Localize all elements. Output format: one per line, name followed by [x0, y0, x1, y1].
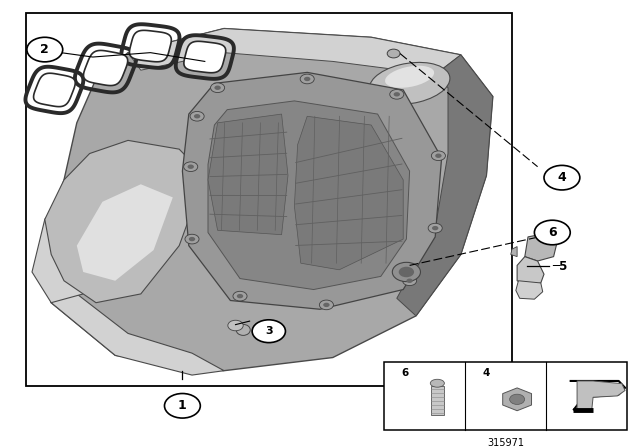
Circle shape	[509, 394, 525, 405]
Circle shape	[237, 294, 243, 298]
Bar	[431, 386, 444, 415]
Circle shape	[323, 303, 330, 307]
Ellipse shape	[236, 324, 250, 336]
Polygon shape	[45, 140, 205, 303]
Circle shape	[164, 393, 200, 418]
Polygon shape	[184, 41, 226, 73]
Polygon shape	[32, 180, 102, 303]
Circle shape	[544, 165, 580, 190]
Circle shape	[403, 276, 417, 285]
Text: ─5: ─5	[552, 260, 567, 273]
Circle shape	[252, 320, 285, 343]
Polygon shape	[45, 29, 493, 370]
Circle shape	[304, 77, 310, 81]
Circle shape	[319, 300, 333, 310]
Polygon shape	[517, 257, 544, 286]
Polygon shape	[182, 73, 442, 309]
Circle shape	[394, 92, 400, 96]
Circle shape	[428, 223, 442, 233]
Circle shape	[399, 267, 414, 277]
Polygon shape	[294, 116, 403, 270]
Text: 6: 6	[548, 226, 557, 239]
Circle shape	[211, 83, 225, 93]
Text: 315971: 315971	[487, 438, 524, 448]
Circle shape	[184, 162, 198, 172]
Circle shape	[190, 112, 204, 121]
Polygon shape	[208, 101, 410, 289]
Text: 1: 1	[178, 399, 187, 412]
Polygon shape	[45, 246, 224, 375]
Circle shape	[431, 151, 445, 160]
Circle shape	[406, 279, 413, 283]
Polygon shape	[525, 233, 557, 261]
Circle shape	[534, 220, 570, 245]
Circle shape	[432, 226, 438, 230]
Polygon shape	[128, 29, 461, 74]
Polygon shape	[511, 246, 517, 257]
Ellipse shape	[430, 379, 444, 387]
Circle shape	[228, 320, 243, 331]
Circle shape	[233, 291, 247, 301]
Polygon shape	[516, 281, 543, 299]
Polygon shape	[577, 381, 625, 409]
Bar	[26, 13, 512, 386]
Circle shape	[27, 37, 63, 62]
Ellipse shape	[369, 62, 450, 104]
Circle shape	[214, 86, 221, 90]
Polygon shape	[77, 184, 173, 281]
Polygon shape	[397, 55, 493, 316]
Circle shape	[390, 90, 404, 99]
Circle shape	[387, 49, 400, 58]
Text: 2: 2	[40, 43, 49, 56]
Polygon shape	[502, 388, 532, 411]
Text: 4: 4	[483, 368, 490, 378]
Circle shape	[300, 74, 314, 84]
Text: 6: 6	[402, 368, 409, 378]
Ellipse shape	[385, 66, 434, 88]
Polygon shape	[129, 30, 172, 62]
Polygon shape	[33, 73, 76, 107]
Text: 3: 3	[265, 326, 273, 336]
Text: 4: 4	[557, 171, 566, 184]
Circle shape	[435, 154, 442, 158]
Polygon shape	[208, 114, 288, 235]
Circle shape	[189, 237, 195, 241]
Circle shape	[188, 164, 194, 169]
Circle shape	[392, 263, 420, 282]
Circle shape	[185, 234, 199, 244]
Polygon shape	[84, 51, 127, 86]
Circle shape	[194, 114, 200, 118]
Bar	[384, 362, 627, 430]
